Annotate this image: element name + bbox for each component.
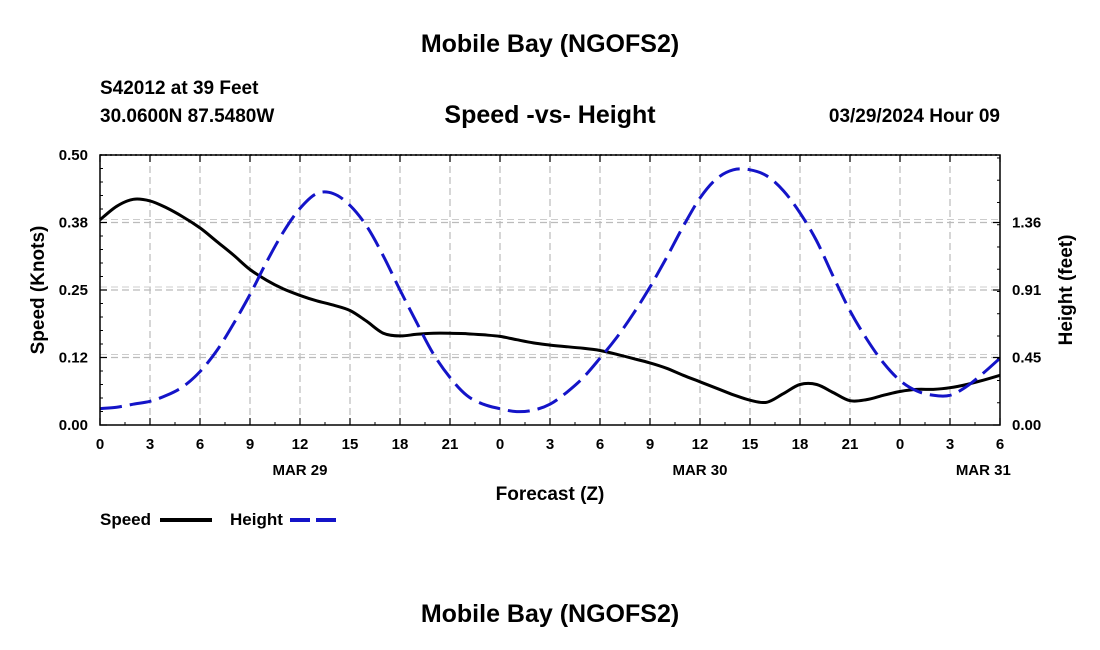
datetime-label: 03/29/2024 Hour 09 bbox=[828, 106, 1000, 127]
x-tick-label: 6 bbox=[196, 436, 204, 453]
y-tick-label: 0.12 bbox=[59, 350, 88, 367]
x-tick-label: 15 bbox=[742, 436, 759, 453]
date-label: MAR 31 bbox=[956, 462, 1011, 479]
x-tick-label: 0 bbox=[96, 436, 104, 453]
x-tick-label: 18 bbox=[792, 436, 809, 453]
grid-layer bbox=[100, 154, 1000, 425]
x-tick-label: 12 bbox=[692, 436, 709, 453]
x-tick-label: 21 bbox=[442, 436, 459, 453]
x-tick-label: 6 bbox=[996, 436, 1004, 453]
bottom-title: Mobile Bay (NGOFS2) bbox=[420, 600, 680, 628]
coordinates-label: 30.0600N 87.5480W bbox=[100, 106, 275, 127]
date-label: MAR 30 bbox=[672, 462, 727, 479]
x-tick-label: 21 bbox=[842, 436, 859, 453]
x-axis-label: Forecast (Z) bbox=[496, 484, 605, 505]
x-tick-label: 3 bbox=[946, 436, 954, 453]
legend-height-label: Height bbox=[230, 510, 283, 529]
x-tick-label: 0 bbox=[496, 436, 504, 453]
x-tick-label: 0 bbox=[896, 436, 904, 453]
y2-axis-label: Height (feet) bbox=[1056, 235, 1077, 346]
y2-tick-label: 0.00 bbox=[1012, 417, 1041, 434]
x-tick-label: 6 bbox=[596, 436, 604, 453]
date-label: MAR 29 bbox=[272, 462, 327, 479]
x-tick-label: 9 bbox=[246, 436, 254, 453]
x-tick-label: 15 bbox=[342, 436, 359, 453]
series-height-line bbox=[99, 167, 1001, 414]
x-tick-label: 18 bbox=[392, 436, 409, 453]
y-tick-label: 0.38 bbox=[59, 215, 88, 232]
x-tick-label: 9 bbox=[646, 436, 654, 453]
station-label: S42012 at 39 Feet bbox=[100, 78, 259, 99]
y-tick-label: 0.25 bbox=[59, 282, 88, 299]
series-speed-line bbox=[99, 197, 1001, 405]
x-tick-label: 3 bbox=[546, 436, 554, 453]
y-axis-label: Speed (Knots) bbox=[28, 226, 49, 355]
x-tick-label: 3 bbox=[146, 436, 154, 453]
y2-tick-label: 0.45 bbox=[1012, 350, 1041, 367]
y2-tick-label: 1.36 bbox=[1012, 215, 1041, 232]
y-tick-label: 0.00 bbox=[59, 417, 88, 434]
axis-layer: 0 3 6 9 12 15 18 21 0 3 6 9 12 15 18 21 0 3 6 0.00 0.12 0.25 0… bbox=[59, 147, 1041, 479]
legend-speed-label: Speed bbox=[100, 510, 152, 529]
x-tick-label: 12 bbox=[292, 436, 309, 453]
main-title: Mobile Bay (NGOFS2) bbox=[420, 30, 680, 58]
series-layer bbox=[99, 167, 1001, 414]
y2-tick-label: 0.91 bbox=[1012, 282, 1041, 299]
y-tick-label: 0.50 bbox=[59, 147, 88, 164]
chart-title: Speed -vs- Height bbox=[444, 101, 656, 129]
